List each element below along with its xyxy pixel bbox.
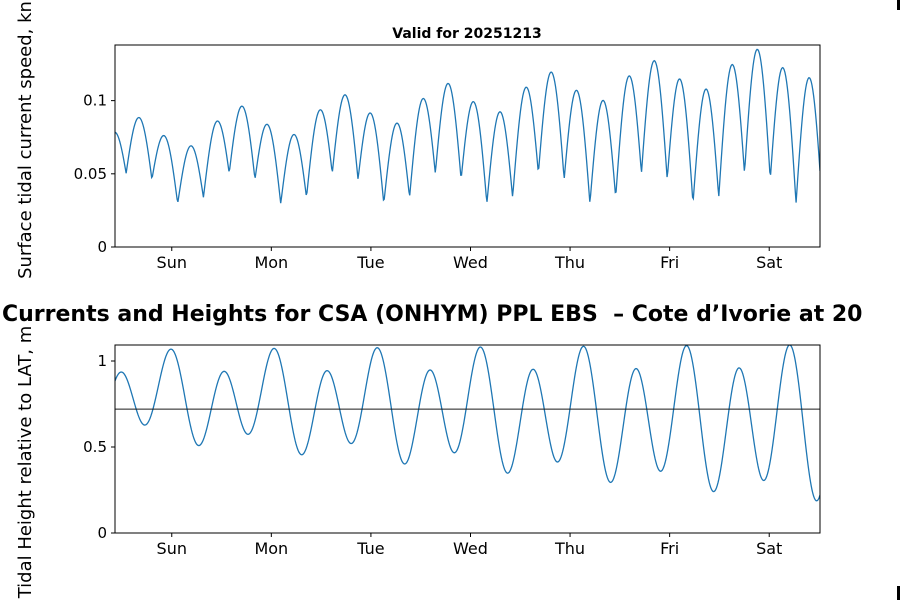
tidal-height-y-axis-label: Tidal Height relative to LAT, m [15,326,36,600]
window-edge-artifact-top [897,0,900,10]
axes-box [114,344,821,534]
axes-box [114,44,821,248]
surface-current-speed-line [115,48,820,204]
x-tick-label: Mon [254,253,288,272]
x-tick-label: Thu [554,253,585,272]
current-speed-render-layer: 0 0.05 0.1 Sun Mon Tue Wed Thu Fri Sat [74,44,821,272]
y-tick-label: 1 [97,352,107,370]
x-tick-label: Sat [756,539,782,558]
y-tick-label: 0 [97,238,107,256]
x-tick-label: Fri [660,253,679,272]
y-tick-label: 0.05 [74,165,107,183]
x-tick-label: Tue [356,539,384,558]
x-tick-label: Thu [554,539,585,558]
x-tick-label: Sat [756,253,782,272]
tidal-height-render-layer: 0 0.5 1 Sun Mon Tue Wed Thu Fri Sat [83,344,821,558]
x-tick-label: Sun [157,539,187,558]
tidal-height-line [115,345,820,502]
current-speed-y-axis-label: Surface tidal current speed, kn [15,1,36,279]
plot-title-valid-date: Valid for 20251213 [392,26,541,42]
x-tick-label: Mon [254,539,288,558]
window-edge-artifact-bottom [897,586,900,600]
x-tick-label: Wed [453,539,488,558]
x-tick-label: Sun [157,253,187,272]
x-tick-label: Tue [356,253,384,272]
y-tick-label: 0.1 [83,92,107,110]
x-tick-label: Wed [453,253,488,272]
figure-main-title: Currents and Heights for CSA (ONHYM) PPL… [2,302,863,327]
x-tick-label: Fri [660,539,679,558]
y-tick-label: 0 [97,524,107,542]
y-tick-label: 0.5 [83,438,107,456]
